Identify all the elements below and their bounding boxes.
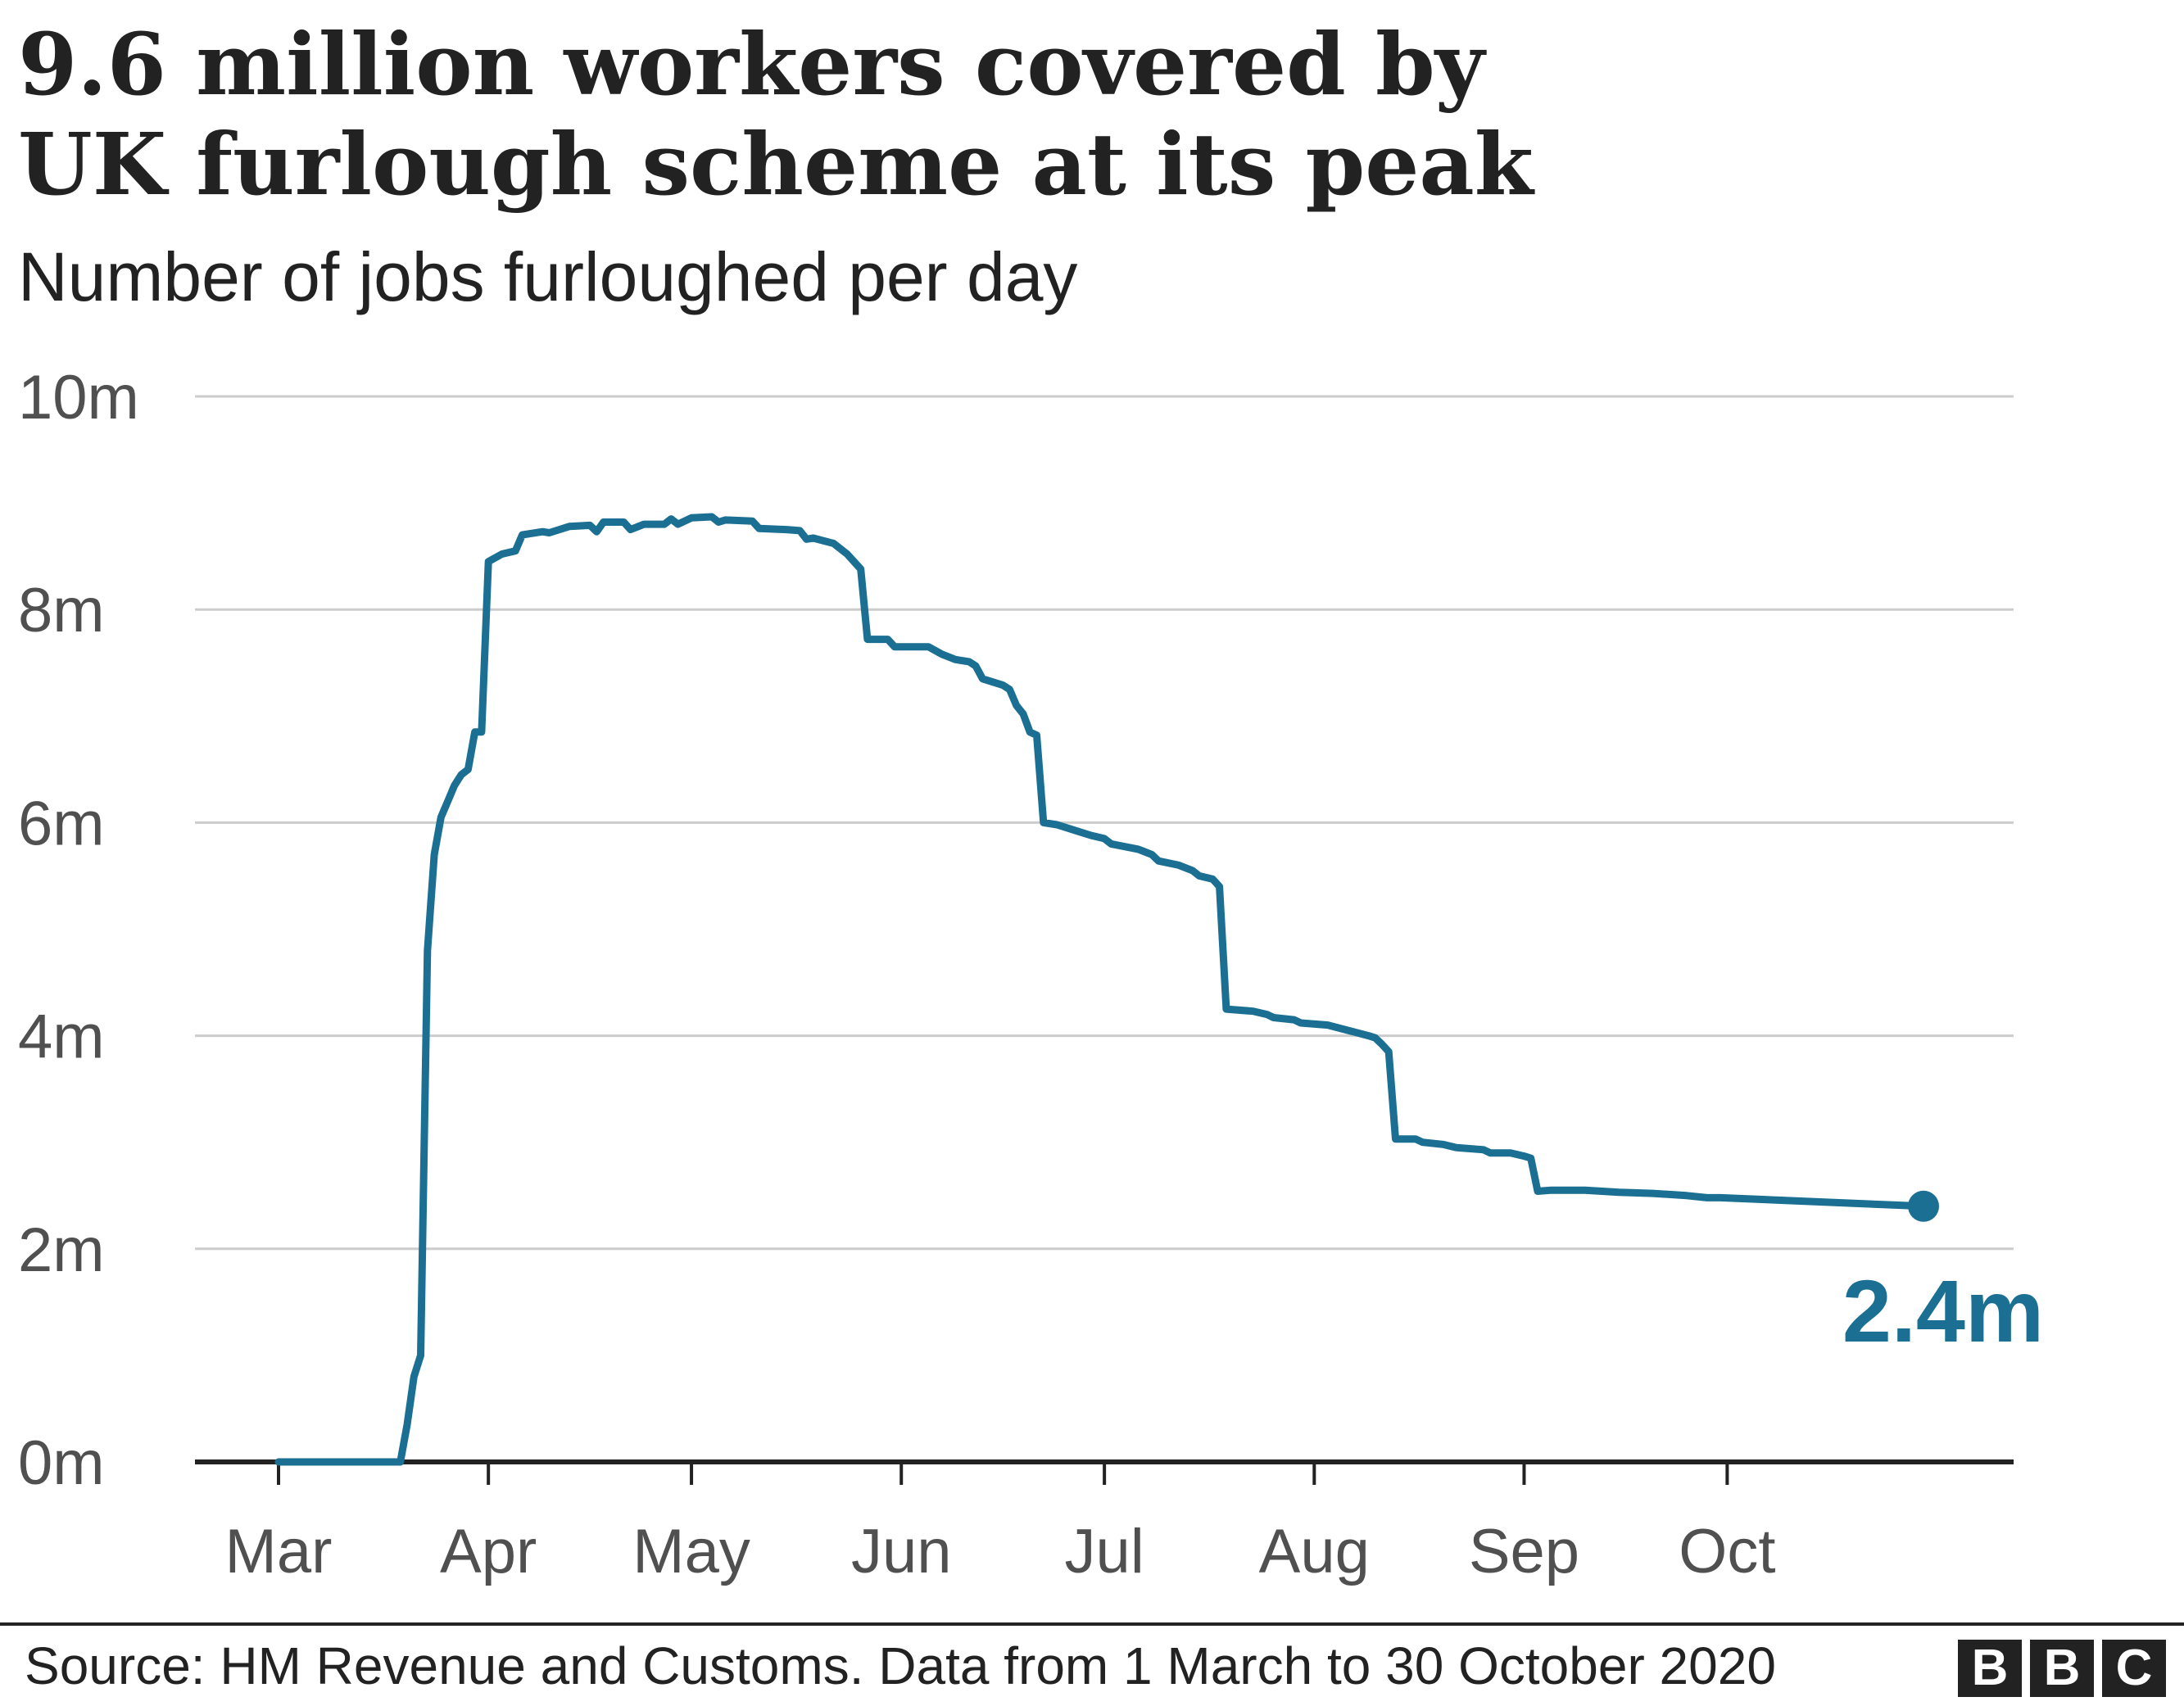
series-line xyxy=(274,513,1928,1466)
y-tick-label: 6m xyxy=(18,789,105,858)
chart-title: 9.6 million workers covered by UK furlou… xyxy=(18,15,1534,215)
x-tick-label: Mar xyxy=(225,1517,333,1586)
chart-subtitle: Number of jobs furloughed per day xyxy=(18,238,1078,315)
y-tick-label: 10m xyxy=(18,363,139,432)
x-tick-label: Jul xyxy=(1065,1517,1144,1586)
footer-divider xyxy=(0,1622,2184,1626)
source-note: Source: HM Revenue and Customs. Data fro… xyxy=(25,1636,1776,1695)
x-tick-label: Aug xyxy=(1259,1517,1370,1586)
x-tick-label: Sep xyxy=(1469,1517,1579,1586)
end-point-marker xyxy=(1908,1190,1939,1222)
y-tick-label: 2m xyxy=(18,1215,105,1285)
y-tick-label: 0m xyxy=(18,1428,105,1498)
bbc-logo-letter-b2: B xyxy=(2030,1640,2094,1697)
bbc-logo: B B C xyxy=(1958,1640,2166,1697)
bbc-logo-letter-b1: B xyxy=(1958,1640,2022,1697)
chart-title-line-1: 9.6 million workers covered by xyxy=(18,14,1485,115)
y-tick-label: 8m xyxy=(18,576,105,645)
x-tick-label: Jun xyxy=(851,1517,952,1586)
bbc-logo-letter-c: C xyxy=(2102,1640,2166,1697)
end-value-label: 2.4m xyxy=(1842,1261,2044,1360)
plot-area: 0m 2m 4m 6m 8m 10m Mar Apr May Jun Jul Aug Sep Oct 2.4… xyxy=(18,363,2044,1586)
chart-title-line-2: UK furlough scheme at its peak xyxy=(18,114,1534,215)
x-tick-label: Apr xyxy=(440,1517,537,1586)
x-tick-label: Oct xyxy=(1679,1517,1775,1586)
x-tick-label: May xyxy=(632,1517,750,1586)
y-tick-label: 4m xyxy=(18,1002,105,1072)
